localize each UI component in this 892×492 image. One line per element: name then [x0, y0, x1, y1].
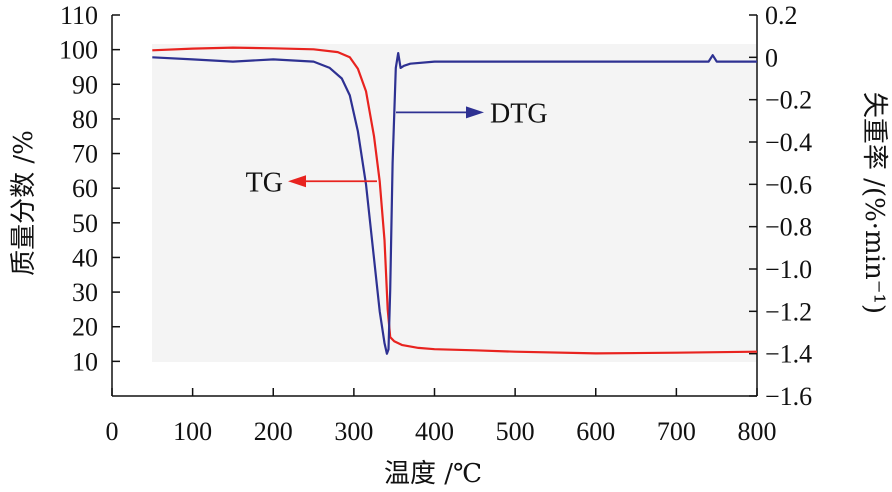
y-left-tick-label: 20	[72, 313, 98, 342]
y-right-tick-label: −1.0	[765, 255, 812, 284]
y-right-tick-label: 0	[765, 43, 778, 72]
y-right-tick-label: −1.6	[765, 382, 812, 411]
y-right-tick-label: −0.6	[765, 170, 812, 199]
y-left-tick-label: 60	[72, 174, 98, 203]
x-tick-label: 700	[657, 417, 696, 446]
x-tick-label: 300	[334, 417, 373, 446]
y-right-tick-label: −0.2	[765, 86, 812, 115]
y-left-tick-label: 110	[60, 1, 98, 30]
y-left-tick-label: 70	[72, 140, 98, 169]
y-left-tick-label: 50	[72, 209, 98, 238]
x-tick-label: 400	[415, 417, 454, 446]
x-tick-label: 500	[496, 417, 535, 446]
series-lines	[152, 46, 758, 355]
y-right-tick-label: 0.2	[765, 1, 798, 30]
y-right-tick-label: −0.8	[765, 213, 812, 242]
y-right-tick-label: −1.2	[765, 297, 812, 326]
plot-background	[152, 44, 756, 362]
x-tick-label: 200	[254, 417, 293, 446]
x-tick-label: 100	[173, 417, 212, 446]
series-line-dtg	[152, 51, 757, 355]
y-left-tick-label: 10	[72, 347, 98, 376]
tg-label: TG	[246, 167, 283, 198]
y-left-tick-label: 80	[72, 105, 98, 134]
y-left-tick-label: 90	[72, 70, 98, 99]
axes	[111, 14, 758, 397]
tg-arrow-head	[288, 175, 306, 188]
x-axis-title: 温度 /℃	[384, 459, 482, 489]
y-right-axis-title: 失重率 /(%·min⁻¹)	[859, 92, 889, 314]
x-tick-label: 800	[738, 417, 777, 446]
y-left-tick-label: 40	[72, 243, 98, 272]
dtg-label: DTG	[490, 98, 548, 129]
dtg-arrow-head	[466, 106, 484, 119]
y-right-tick-label: −1.4	[765, 340, 812, 369]
y-left-tick-label: 30	[72, 278, 98, 307]
x-tick-label: 0	[106, 417, 119, 446]
tick-labels: 0 100 200 300 400 500 600 700 800102030405060708…	[59, 1, 812, 446]
x-tick-label: 600	[576, 417, 615, 446]
y-right-tick-label: −0.4	[765, 128, 812, 157]
y-left-axis-title: 质量分数 /%	[9, 130, 39, 276]
series-line-tg	[152, 46, 758, 355]
annotations: TG DTG	[246, 98, 548, 198]
y-left-tick-label: 100	[59, 36, 98, 65]
